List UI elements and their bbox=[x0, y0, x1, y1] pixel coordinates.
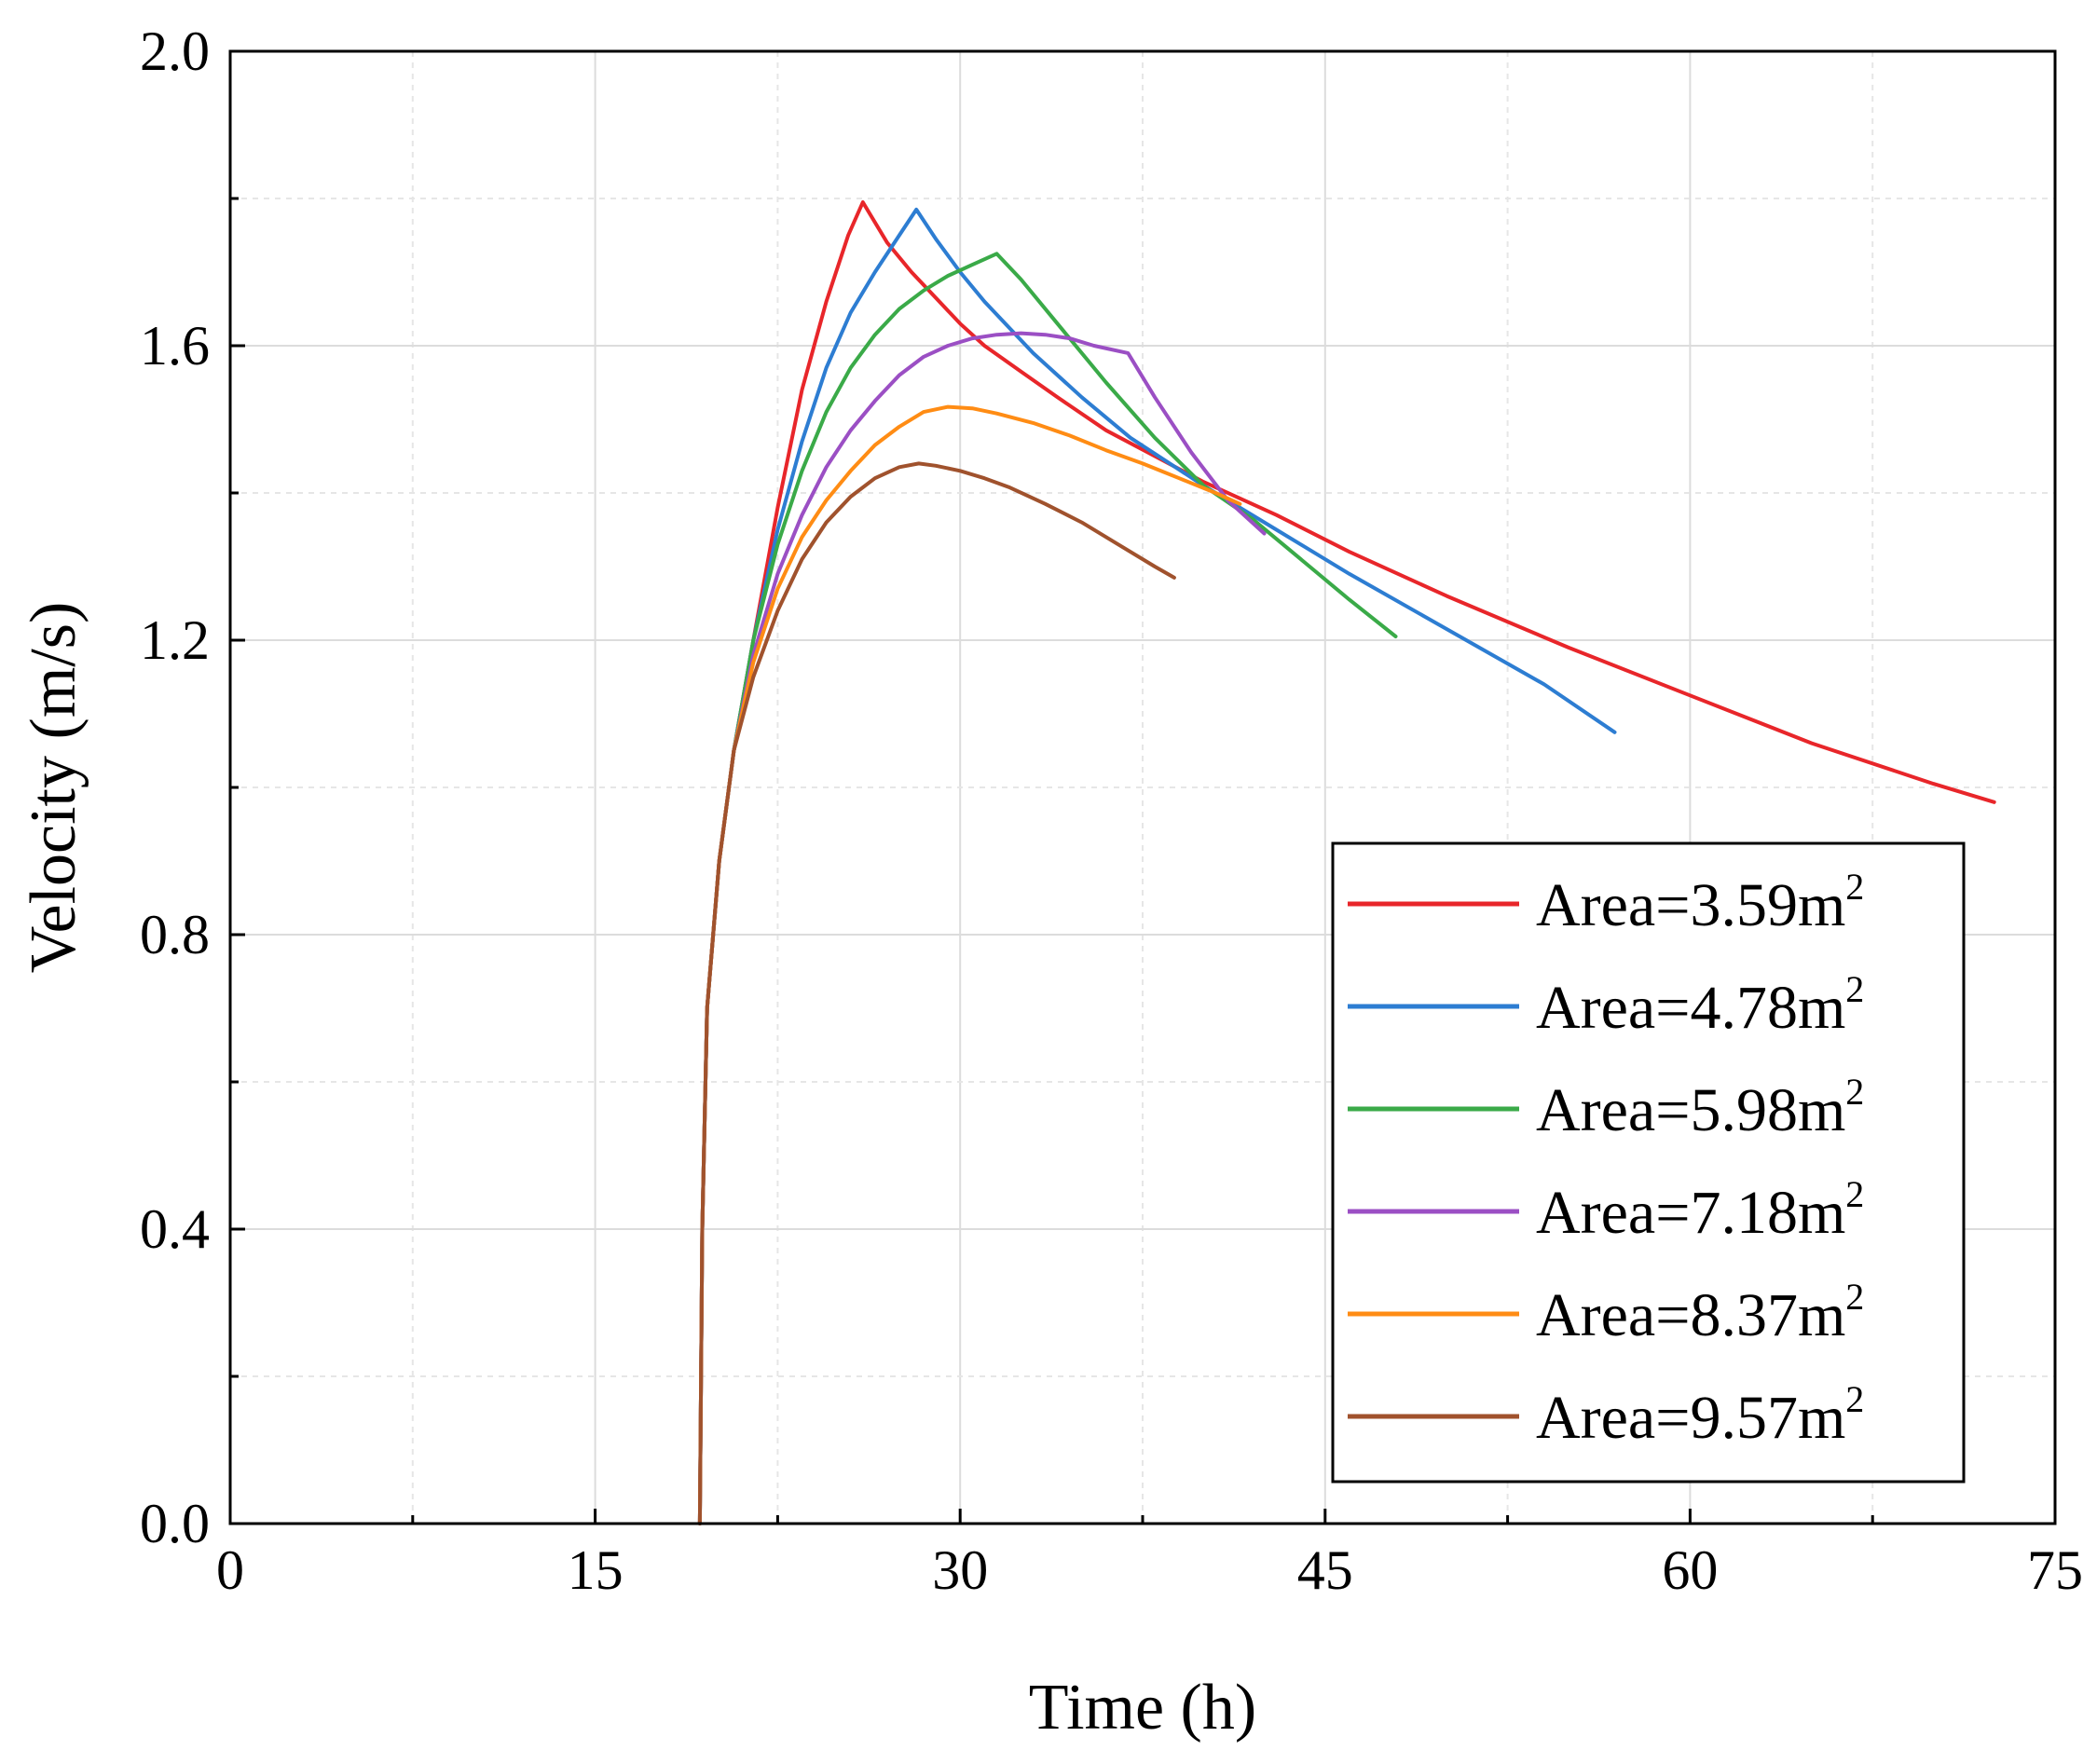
legend-item-4: Area=7.18m2 bbox=[1348, 1173, 1864, 1247]
legend-box bbox=[1331, 841, 1966, 1484]
legend-label: Area=8.37m2 bbox=[1536, 1276, 1864, 1349]
x-tick-label: 0 bbox=[216, 1539, 244, 1601]
series-line-6 bbox=[697, 461, 1176, 1525]
y-tick-label: 2.0 bbox=[140, 21, 210, 82]
y-tick-label: 0.8 bbox=[140, 904, 210, 965]
legend-item-5: Area=8.37m2 bbox=[1348, 1276, 1864, 1349]
legend-item-2: Area=4.78m2 bbox=[1348, 968, 1864, 1042]
x-tick-label: 15 bbox=[568, 1539, 624, 1601]
legend-label: Area=3.59m2 bbox=[1536, 866, 1864, 939]
legend-items: Area=3.59m2 Area=4.78m2 Area=5.98m2 Area=7.… bbox=[1348, 866, 1864, 1452]
series-lines bbox=[697, 200, 1996, 1525]
tick-labels: 0 15 30 45 60 75 0.0 0.4 0.8 1.2 1.6 2.0 bbox=[140, 21, 2083, 1601]
legend-item-1: Area=3.59m2 bbox=[1348, 866, 1864, 939]
y-tick-label: 0.4 bbox=[140, 1198, 210, 1260]
legend-label: Area=7.18m2 bbox=[1536, 1173, 1864, 1247]
legend-label: Area=9.57m2 bbox=[1536, 1378, 1864, 1452]
x-tick-label: 30 bbox=[932, 1539, 988, 1601]
x-axis-label: Time (h) bbox=[1029, 1672, 1256, 1743]
y-axis-label: Velocity (m/s) bbox=[18, 602, 89, 974]
x-tick-label: 45 bbox=[1297, 1539, 1353, 1601]
legend-item-3: Area=5.98m2 bbox=[1348, 1071, 1864, 1144]
y-tick-label: 1.6 bbox=[140, 315, 210, 376]
legend-item-6: Area=9.57m2 bbox=[1348, 1378, 1864, 1452]
legend-label: Area=4.78m2 bbox=[1536, 968, 1864, 1042]
grid bbox=[230, 51, 2055, 1524]
legend: Area=3.59m2 Area=4.78m2 Area=5.98m2 Area=7.… bbox=[1331, 841, 1966, 1484]
y-tick-label: 0.0 bbox=[140, 1493, 210, 1554]
x-tick-label: 75 bbox=[2027, 1539, 2083, 1601]
x-tick-label: 60 bbox=[1662, 1539, 1718, 1601]
axis-ticks bbox=[228, 49, 2057, 1525]
legend-label: Area=5.98m2 bbox=[1536, 1071, 1864, 1144]
y-tick-label: 1.2 bbox=[140, 609, 210, 671]
